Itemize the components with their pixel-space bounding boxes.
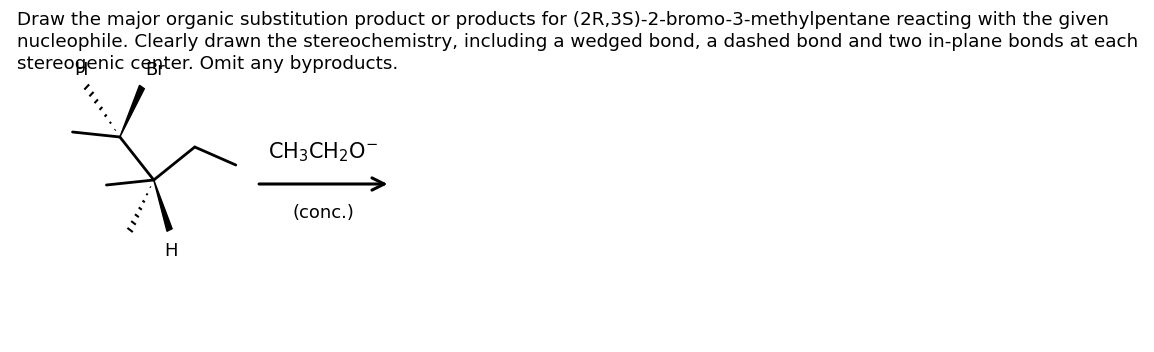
Polygon shape xyxy=(153,180,172,231)
Text: Draw the major organic substitution product or products for (2R,3S)-2-bromo-3-me: Draw the major organic substitution prod… xyxy=(17,11,1109,29)
Text: (conc.): (conc.) xyxy=(292,204,354,222)
Text: H: H xyxy=(75,61,88,79)
Text: stereogenic center. Omit any byproducts.: stereogenic center. Omit any byproducts. xyxy=(17,55,398,73)
Text: CH$_3$CH$_2$O$^{-}$: CH$_3$CH$_2$O$^{-}$ xyxy=(268,140,379,164)
Text: Br: Br xyxy=(145,61,165,79)
Text: nucleophile. Clearly drawn the stereochemistry, including a wedged bond, a dashe: nucleophile. Clearly drawn the stereoche… xyxy=(17,33,1139,51)
Text: H: H xyxy=(164,242,178,260)
Polygon shape xyxy=(120,85,144,137)
